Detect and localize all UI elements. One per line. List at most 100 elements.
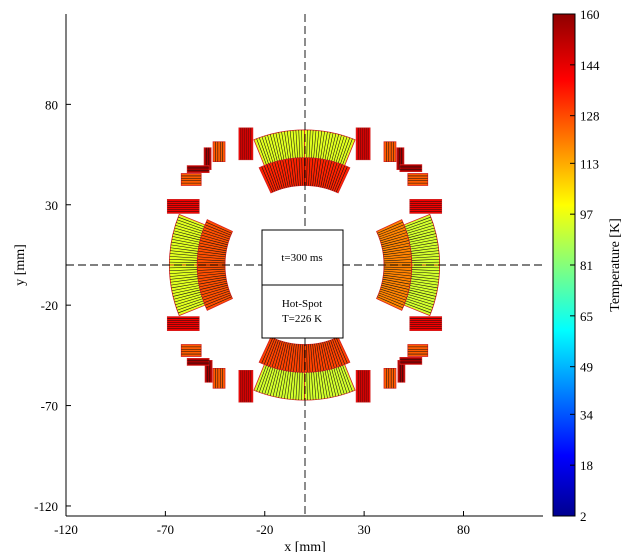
strand-line	[409, 236, 437, 243]
strand-line	[322, 342, 330, 370]
strand-line	[178, 302, 205, 314]
strand-line	[169, 258, 198, 261]
strand-line	[170, 276, 198, 280]
y-tick-label: 30	[45, 198, 58, 213]
strand-line	[264, 367, 274, 395]
outer-layer-half	[304, 129, 356, 167]
strand-line	[409, 287, 437, 294]
strand-line	[279, 160, 287, 188]
strand-line	[169, 261, 198, 263]
conductor-block	[383, 367, 397, 389]
strand-line	[173, 230, 201, 239]
strand-line	[306, 129, 308, 158]
strand-line	[176, 222, 203, 232]
hotspot-annotation-label: Hot-Spot	[282, 298, 322, 310]
conductor-block	[166, 199, 200, 214]
strand-line	[330, 163, 340, 190]
strand-line	[378, 227, 406, 238]
strand-line	[175, 296, 203, 306]
strand-line	[324, 370, 331, 398]
strand-line	[320, 131, 325, 159]
pole-block-b	[383, 141, 397, 163]
strand-line	[383, 268, 412, 271]
strand-line	[407, 227, 435, 236]
strand-line	[411, 273, 440, 277]
strand-line	[313, 130, 317, 159]
strand-line	[197, 253, 226, 258]
strand-line	[383, 261, 412, 264]
strand-line	[380, 288, 407, 298]
strand-line	[199, 240, 228, 248]
strand-line	[298, 344, 301, 373]
strand-line	[382, 280, 410, 288]
colorbar-tick-label: 2	[580, 509, 587, 524]
strand-line	[197, 268, 226, 271]
strand-line	[298, 157, 301, 186]
x-axis-ticks: -120 -70 -20 30 80	[54, 511, 470, 537]
strand-line	[275, 132, 283, 161]
pole-block-c	[186, 165, 210, 173]
colorbar-tick-label: 18	[580, 458, 593, 473]
colorbar-tick-label: 34	[580, 407, 594, 422]
strand-line	[381, 284, 409, 293]
conductor-block	[212, 141, 226, 163]
strand-line	[263, 338, 275, 365]
outer-layer-half	[253, 129, 305, 167]
strand-line	[197, 272, 226, 277]
strand-line	[295, 130, 298, 158]
strand-line	[306, 372, 308, 401]
strand-line	[335, 166, 348, 193]
strand-line	[335, 135, 345, 163]
conductor-block	[166, 316, 200, 331]
conductor-block	[355, 369, 371, 403]
pole-block-b	[407, 344, 429, 357]
strand-line	[308, 157, 311, 186]
strand-line	[287, 158, 293, 187]
strand-line	[270, 368, 278, 396]
x-axis-label: x [mm]	[284, 540, 326, 552]
strand-line	[295, 372, 298, 400]
strand-line	[171, 282, 199, 289]
y-tick-label: -70	[41, 399, 58, 414]
strand-line	[198, 278, 227, 285]
strand-line	[169, 267, 198, 269]
strand-line	[331, 134, 339, 162]
strand-line	[408, 291, 436, 300]
strand-line	[411, 267, 440, 269]
strand-line	[306, 344, 308, 373]
strand-line	[331, 368, 339, 396]
pole-block-c	[399, 164, 423, 172]
conductor-block	[399, 164, 423, 172]
outer-layer-half	[403, 264, 441, 317]
strand-line	[197, 270, 226, 274]
strand-line	[411, 250, 439, 254]
strand-line	[263, 165, 275, 192]
strand-line	[171, 238, 200, 245]
strand-line	[202, 288, 229, 298]
strand-line	[178, 216, 205, 228]
strand-line	[170, 278, 199, 283]
conductor-block	[238, 127, 254, 161]
strand-line	[334, 165, 346, 192]
colorbar-label: Temperature [K]	[608, 218, 623, 311]
strand-line	[329, 369, 337, 397]
strand-line	[383, 274, 411, 280]
strand-line	[174, 227, 202, 236]
strand-line	[328, 340, 338, 368]
strand-line	[204, 294, 231, 306]
strand-line	[410, 247, 439, 252]
strand-line	[267, 134, 276, 162]
quadrant-left	[166, 165, 233, 366]
strand-line	[259, 137, 269, 164]
strand-line	[264, 135, 274, 163]
colorbar-tick-label: 113	[580, 156, 599, 171]
strand-line	[312, 158, 316, 186]
strand-line	[278, 370, 285, 398]
strand-line	[381, 240, 410, 248]
strand-line	[317, 371, 323, 400]
strand-line	[312, 344, 316, 372]
strand-line	[324, 161, 333, 189]
strand-line	[169, 273, 198, 277]
strand-line	[317, 130, 323, 159]
coil-cross-section	[166, 127, 443, 403]
